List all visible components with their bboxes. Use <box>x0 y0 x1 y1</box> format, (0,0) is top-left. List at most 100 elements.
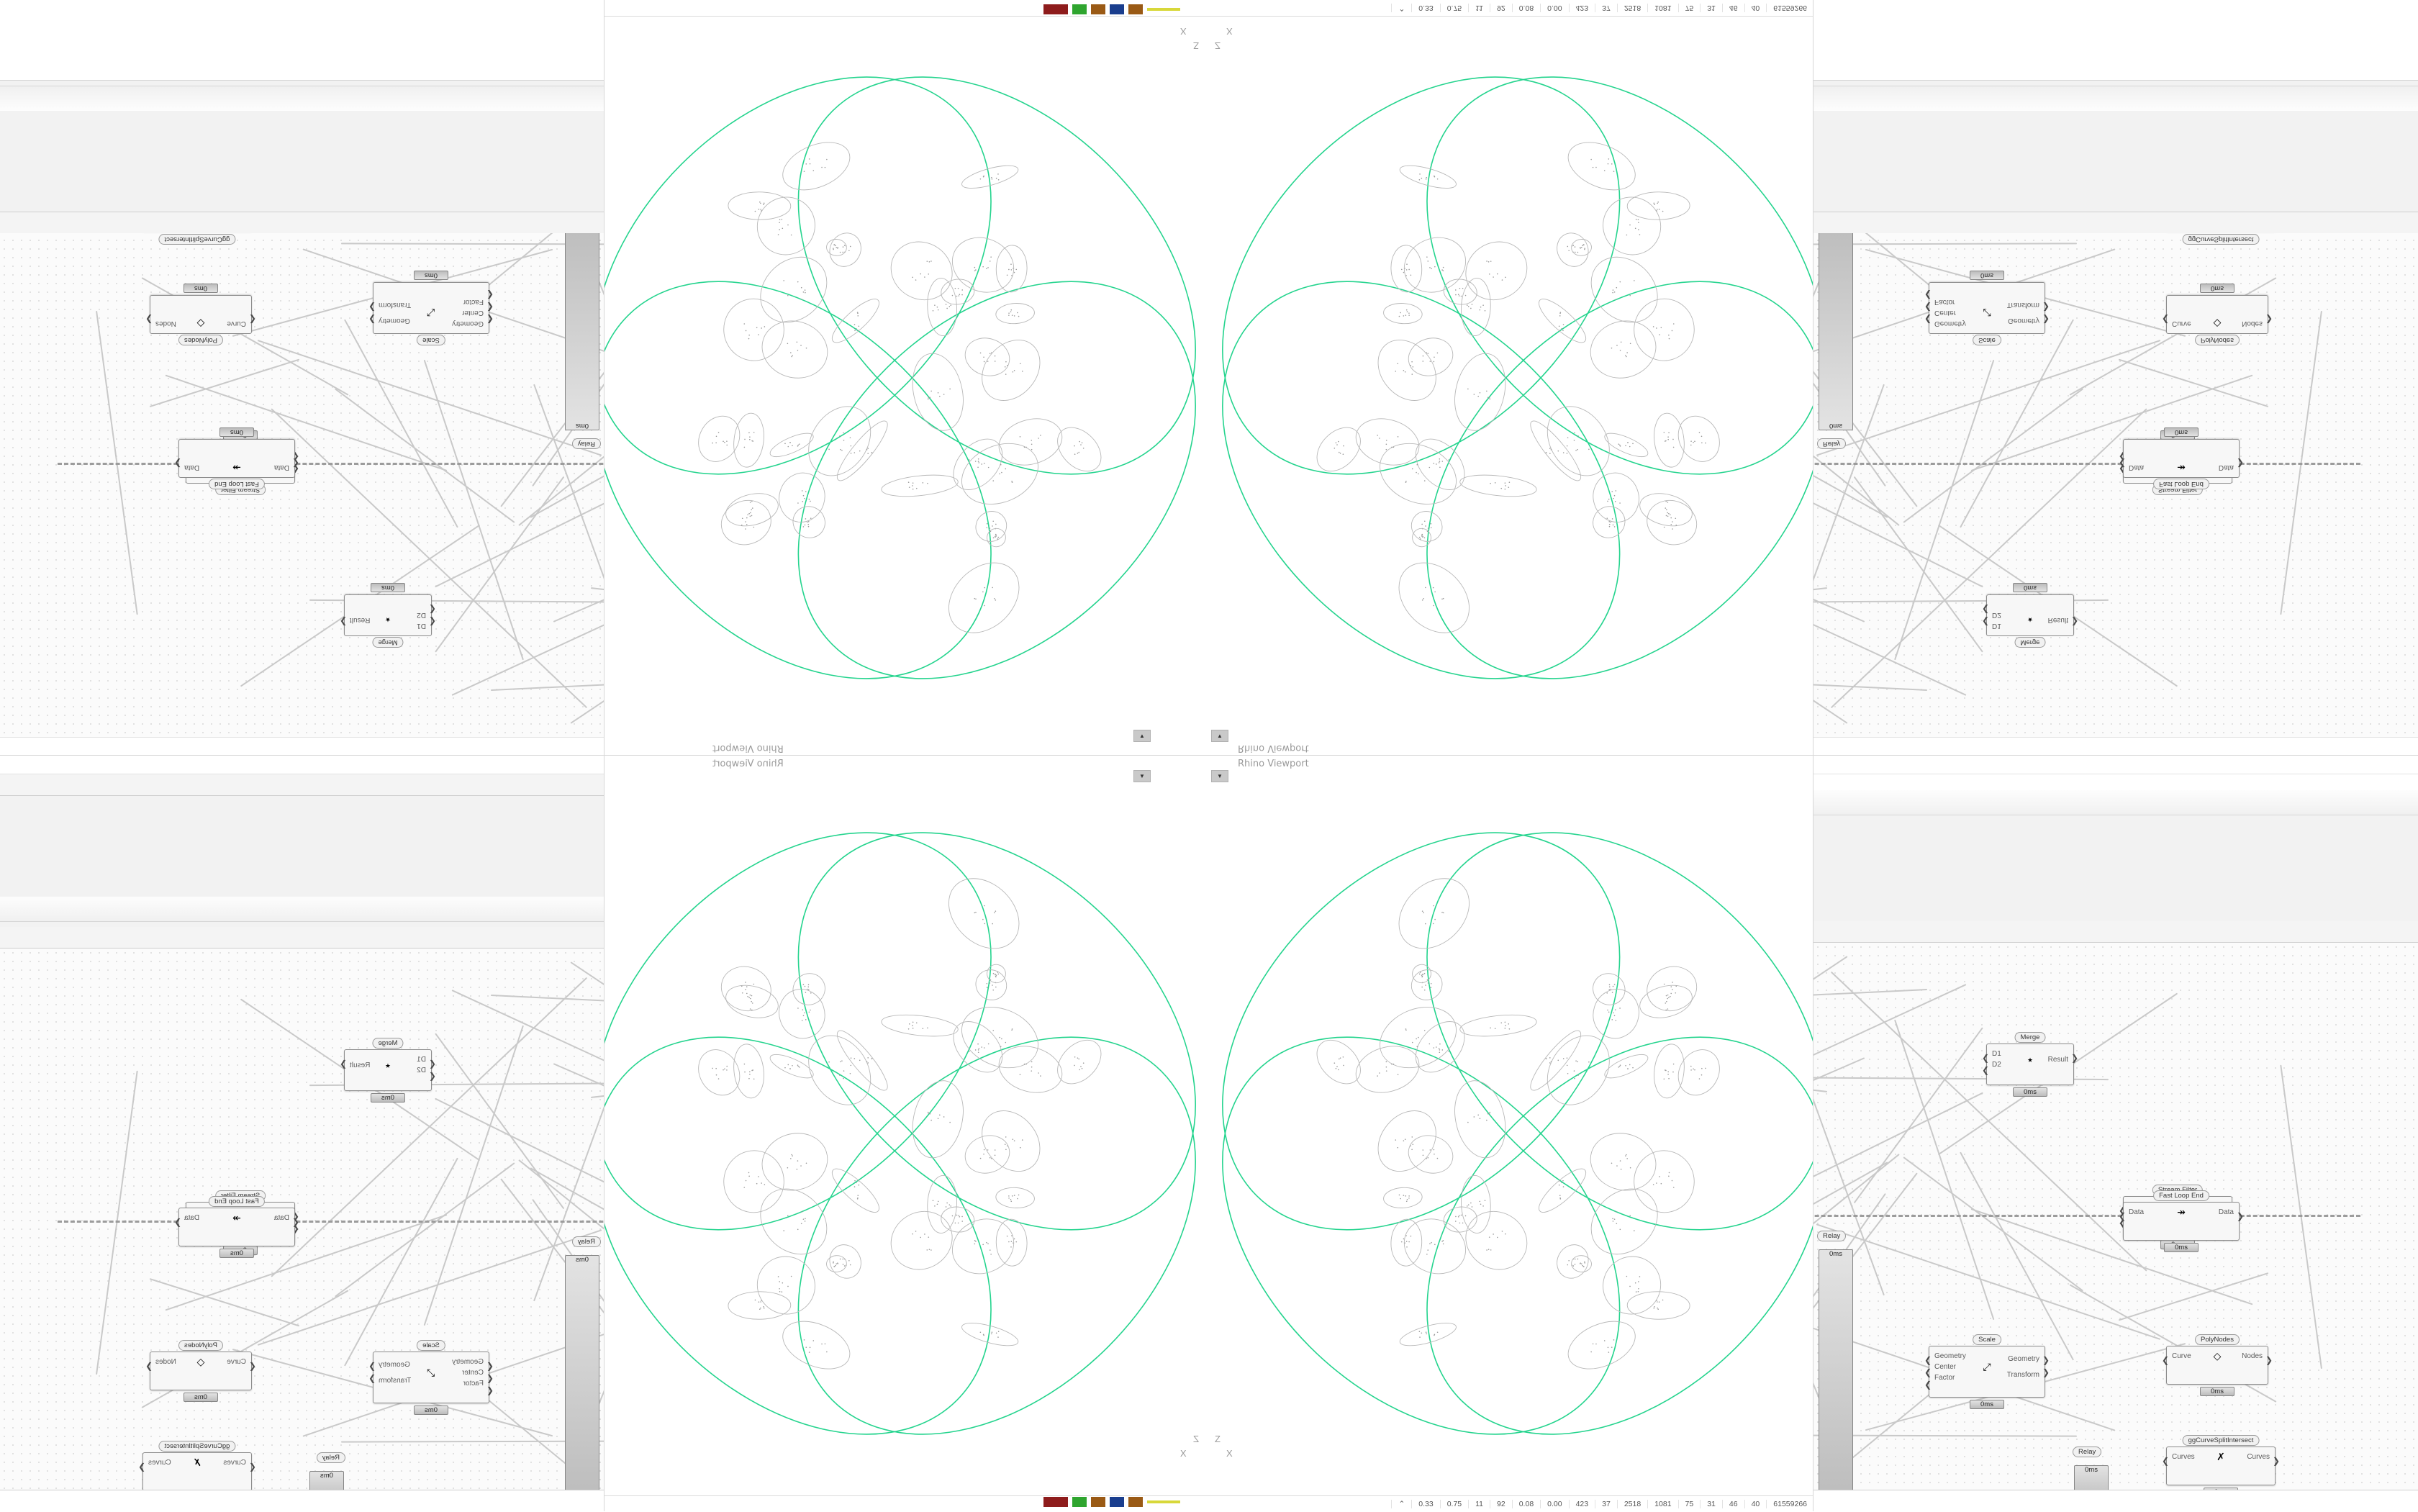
input-port[interactable]: ❮ <box>1924 1367 1932 1377</box>
input-port[interactable]: ❮ <box>1924 302 1932 312</box>
input-port[interactable]: ❮ <box>2162 1456 2170 1466</box>
osnap-swatch[interactable] <box>1091 1497 1105 1507</box>
input-port[interactable]: ❮ <box>291 458 299 468</box>
output-param[interactable]: Result <box>350 616 371 625</box>
input-param[interactable]: Center <box>461 309 484 317</box>
output-port[interactable]: ❯ <box>368 302 376 312</box>
output-param[interactable]: Geometry <box>2008 1354 2039 1363</box>
output-param[interactable]: Curves <box>148 1459 171 1467</box>
relay-2[interactable]: Relay <box>571 1236 601 1247</box>
output-param[interactable]: Result <box>350 1061 371 1069</box>
output-param[interactable]: Data <box>2218 463 2234 471</box>
osnap-swatch[interactable] <box>1147 1500 1180 1503</box>
input-param[interactable]: Data <box>273 1214 289 1222</box>
input-port[interactable]: ❮ <box>248 1361 256 1371</box>
input-param[interactable]: D2 <box>417 1067 426 1074</box>
osnap-swatch[interactable] <box>1091 4 1105 14</box>
output-param[interactable]: Nodes <box>155 1358 176 1366</box>
output-param[interactable]: Nodes <box>2242 1352 2263 1360</box>
geometry-scale[interactable]: Scale Geometry Center Factor ⤢ Geometry Transf… <box>368 271 494 345</box>
merge[interactable]: Merge D1 D2 ⭑ Result ❮ ❮ ❯ 0ms <box>340 583 436 648</box>
input-param[interactable]: Curves <box>2172 1453 2195 1461</box>
output-param[interactable]: Result <box>2047 616 2068 625</box>
input-param[interactable]: D2 <box>417 611 426 619</box>
output-param[interactable]: Nodes <box>155 320 176 327</box>
statusbar-caret-icon[interactable]: ⌃ <box>1391 4 1412 12</box>
input-port[interactable]: ❮ <box>1924 1380 1932 1390</box>
input-port[interactable]: ❮ <box>428 617 436 627</box>
input-port[interactable]: ❮ <box>1982 617 1990 627</box>
output-port[interactable]: ❯ <box>2042 1355 2050 1365</box>
output-port[interactable]: ❯ <box>2265 314 2273 325</box>
relay-2[interactable]: Relay <box>1817 1231 1847 1241</box>
output-port[interactable]: ❯ <box>368 1373 376 1383</box>
output-param[interactable]: Transform <box>379 1377 412 1385</box>
output-port[interactable]: ❯ <box>2070 617 2078 627</box>
input-port[interactable]: ❮ <box>1982 605 1990 615</box>
output-param[interactable]: Curves <box>2247 1453 2270 1461</box>
fast-loop-end[interactable]: Fast Loop End Data ↠ Data ❮ ❯ 0ms <box>174 1196 299 1258</box>
osnap-swatch[interactable] <box>1043 1497 1068 1507</box>
output-param[interactable]: Geometry <box>379 1360 410 1369</box>
osnap-swatch[interactable] <box>1128 4 1143 14</box>
relay-3[interactable]: Relay <box>2073 1447 2102 1457</box>
osnap-swatch[interactable] <box>1110 4 1124 14</box>
geometry-scale[interactable]: Scale Geometry Center Factor ⤢ Geometry Transf… <box>1924 271 2050 345</box>
output-port[interactable]: ❯ <box>2236 1211 2244 1221</box>
input-param[interactable]: Curve <box>2172 1352 2191 1360</box>
input-param[interactable]: D1 <box>1992 622 2001 630</box>
input-port[interactable]: ❮ <box>2162 1355 2170 1365</box>
input-port[interactable]: ❮ <box>428 605 436 615</box>
input-port[interactable]: ❮ <box>486 302 494 312</box>
input-port[interactable]: ❮ <box>486 314 494 325</box>
output-param[interactable]: Nodes <box>2242 320 2263 327</box>
output-port[interactable]: ❯ <box>145 1361 153 1371</box>
input-port[interactable]: ❮ <box>486 1373 494 1383</box>
output-port[interactable]: ❯ <box>2236 458 2244 468</box>
geometry-scale[interactable]: Scale Geometry Center Factor ⤢ Geometry Transf… <box>1924 1334 2050 1409</box>
input-param[interactable]: Curve <box>227 320 246 327</box>
osnap-toolbar-bottom[interactable] <box>1043 1494 1180 1510</box>
input-param[interactable]: D2 <box>1992 1061 2001 1069</box>
input-param[interactable]: D1 <box>417 622 426 630</box>
polyline[interactable]: PolyNodes Curve ◇ Nodes ❮ ❯ 0ms <box>145 1340 256 1402</box>
rhino-viewport-top-left[interactable] <box>604 0 1210 756</box>
fast-loop-end[interactable]: Fast Loop End Data ↠ Data ❮ ❯ 0ms <box>2119 427 2244 489</box>
input-param[interactable]: Geometry <box>1934 320 1966 327</box>
output-param[interactable]: Geometry <box>379 317 410 325</box>
output-param[interactable]: Transform <box>2006 1371 2039 1380</box>
output-port[interactable]: ❯ <box>2272 1456 2280 1466</box>
output-port[interactable]: ❯ <box>368 314 376 325</box>
output-param[interactable]: Geometry <box>2008 317 2039 325</box>
input-param[interactable]: Factor <box>1934 298 1955 306</box>
output-port[interactable]: ❯ <box>138 1462 146 1472</box>
input-param[interactable]: Geometry <box>1934 1352 1966 1360</box>
geometry-scale[interactable]: Scale Geometry Center Factor ⤢ Geometry Transf… <box>368 1340 494 1415</box>
input-param[interactable]: Geometry <box>452 1358 484 1366</box>
input-port[interactable]: ❮ <box>428 1059 436 1069</box>
output-port[interactable]: ❯ <box>2042 302 2050 312</box>
input-port[interactable]: ❮ <box>2119 1211 2127 1221</box>
input-param[interactable]: D1 <box>1992 1050 2001 1058</box>
input-port[interactable]: ❮ <box>1982 1065 1990 1075</box>
relay-2[interactable]: Relay <box>571 438 601 449</box>
input-port[interactable]: ❮ <box>1924 290 1932 300</box>
polyline[interactable]: PolyNodes Curve ◇ Nodes ❮ ❯ 0ms <box>145 284 256 345</box>
output-port[interactable]: ❯ <box>174 1217 182 1227</box>
input-param[interactable]: Center <box>1934 1363 1957 1371</box>
output-param[interactable]: Result <box>2047 1055 2068 1064</box>
output-port[interactable]: ❯ <box>340 617 348 627</box>
osnap-toolbar-top[interactable] <box>1043 1 1180 17</box>
output-port[interactable]: ❯ <box>2042 314 2050 325</box>
input-param[interactable]: Curve <box>227 1358 246 1366</box>
relay-2[interactable]: Relay <box>1817 438 1847 449</box>
input-param[interactable]: Geometry <box>452 320 484 327</box>
rhino-viewport-bottom-right[interactable] <box>1209 756 1814 1511</box>
osnap-swatch[interactable] <box>1147 8 1180 11</box>
input-param[interactable]: D2 <box>1992 611 2001 619</box>
input-port[interactable]: ❮ <box>2162 314 2170 325</box>
output-param[interactable]: Transform <box>2006 300 2039 309</box>
osnap-swatch[interactable] <box>1072 1497 1087 1507</box>
relay-3[interactable]: Relay <box>316 1452 345 1463</box>
output-port[interactable]: ❯ <box>145 314 153 325</box>
